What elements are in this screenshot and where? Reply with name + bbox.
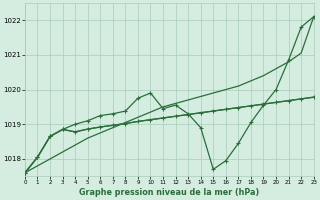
X-axis label: Graphe pression niveau de la mer (hPa): Graphe pression niveau de la mer (hPa)	[79, 188, 260, 197]
